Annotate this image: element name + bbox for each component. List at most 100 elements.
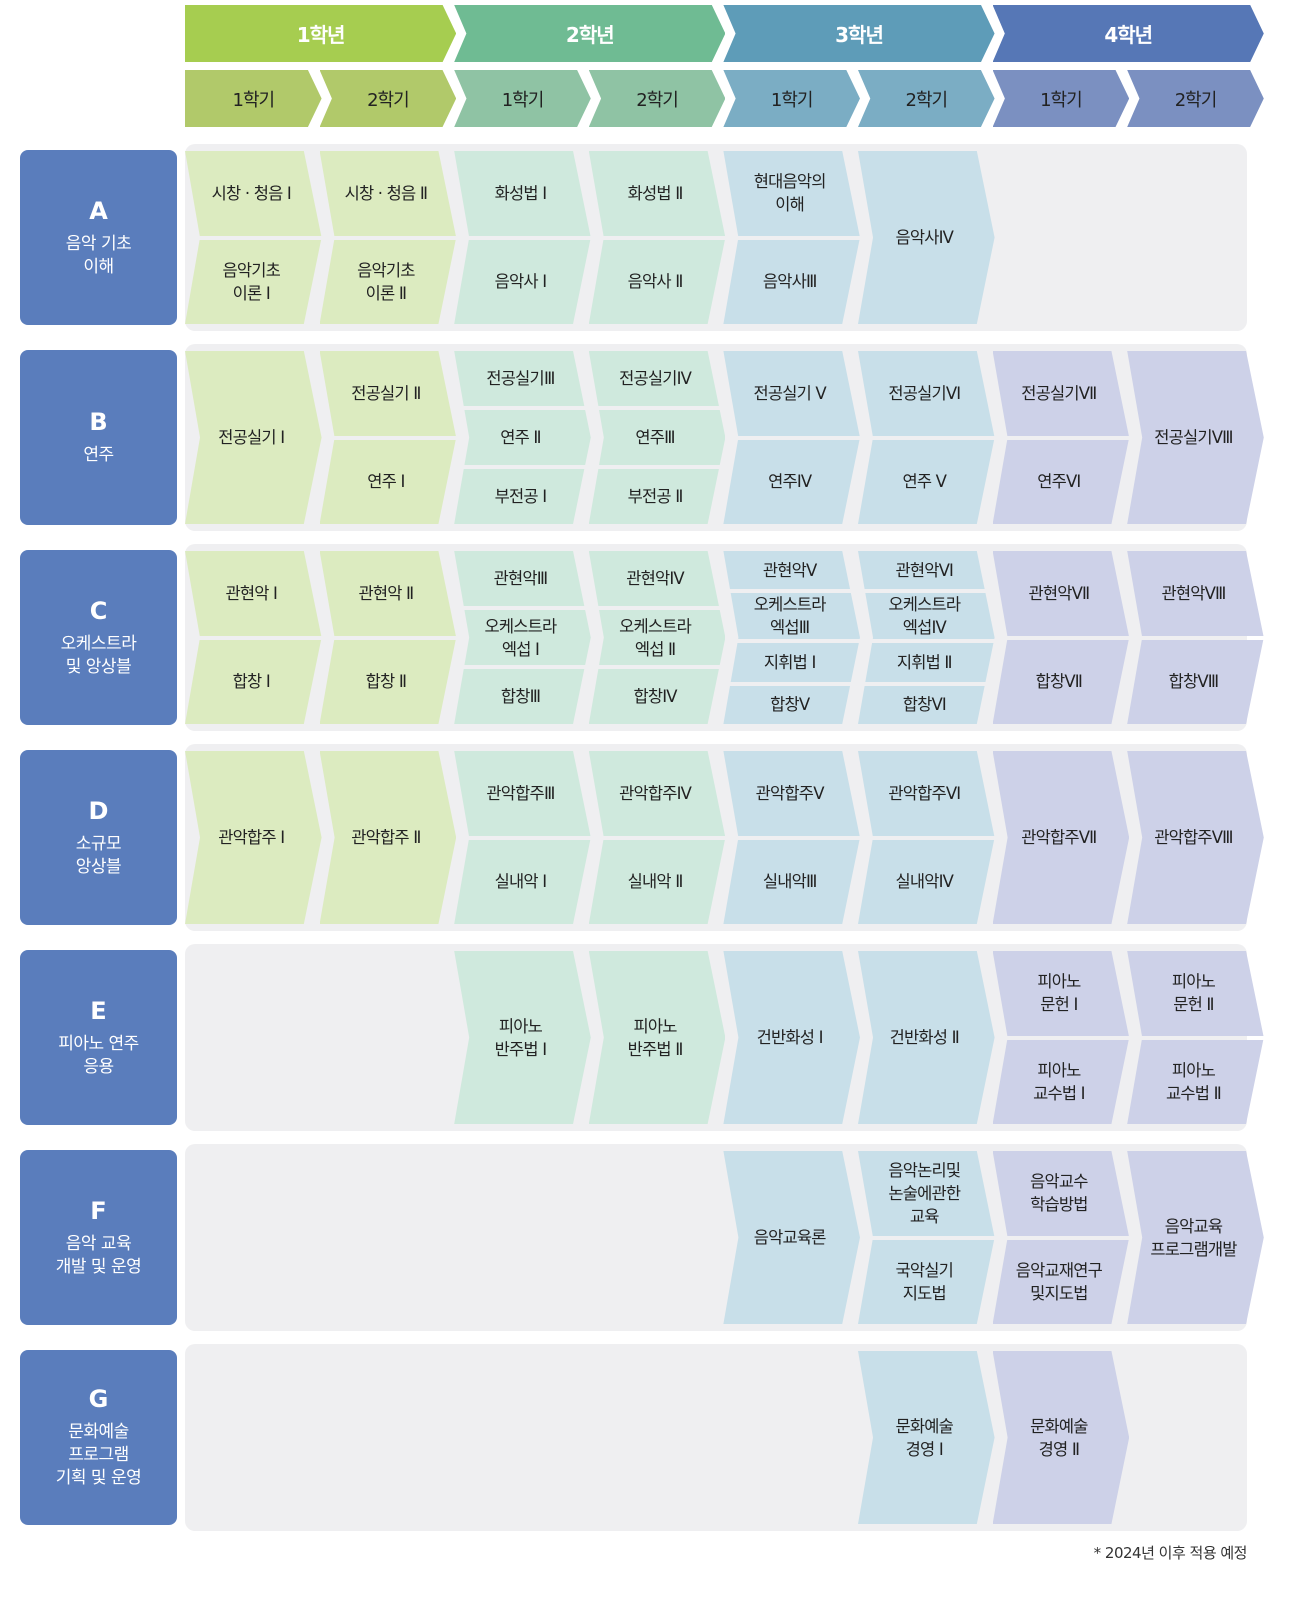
course-cell: 연주Ⅳ: [723, 439, 860, 524]
course-cell: 관악합주Ⅶ: [992, 751, 1130, 924]
course-cell: 음악기초 이론 Ⅰ: [185, 239, 322, 324]
course-column: 음악교육론: [723, 1151, 860, 1324]
course-cell: 연주 Ⅱ: [454, 410, 591, 465]
category-letter: C: [89, 596, 108, 625]
course-column: 시창 · 청음 Ⅱ 음악기초 이론 Ⅱ: [319, 151, 457, 324]
year-header-4: 4학년: [992, 5, 1264, 62]
course-column: 문화예술 경영 Ⅰ: [858, 1351, 995, 1524]
category-box-f: F 음악 교육 개발 및 운영: [20, 1150, 177, 1325]
category-name: 소규모 앙상블: [75, 833, 122, 877]
course-cell: 합창Ⅵ: [858, 685, 995, 724]
course-cell: 합창Ⅳ: [588, 669, 726, 724]
course-cell: 관악합주Ⅲ: [454, 751, 591, 836]
course-cell: 부전공 Ⅱ: [588, 469, 726, 524]
course-cell: 음악교수 학습방법: [992, 1151, 1130, 1236]
course-cell: 부전공 Ⅰ: [454, 469, 591, 524]
course-column: 관악합주 Ⅱ: [319, 751, 457, 924]
course-cell: 문화예술 경영 Ⅰ: [858, 1351, 995, 1524]
course-cell: 오케스트라 엑섭Ⅲ: [723, 593, 860, 640]
course-column: 음악교수 학습방법 음악교재연구 및지도법: [992, 1151, 1130, 1324]
course-cell: 합창Ⅴ: [723, 685, 860, 724]
course-cell: 지휘법 Ⅰ: [723, 643, 860, 682]
course-cell: 건반화성 Ⅰ: [723, 951, 860, 1124]
course-cell: 관현악Ⅳ: [588, 551, 726, 606]
course-column: 관악합주Ⅶ: [992, 751, 1130, 924]
course-column: 시창 · 청음 Ⅰ 음악기초 이론 Ⅰ: [185, 151, 322, 324]
course-cell: 실내악 Ⅱ: [588, 839, 726, 924]
course-column: 음악논리및 논술에관한 교육 국악실기 지도법: [858, 1151, 995, 1324]
course-cell: 음악교재연구 및지도법: [992, 1239, 1130, 1324]
course-column: 화성법 Ⅱ 음악사 Ⅱ: [588, 151, 726, 324]
course-cell: 실내악 Ⅰ: [454, 839, 591, 924]
category-letter: A: [89, 196, 108, 225]
course-cell: 관현악Ⅶ: [992, 551, 1130, 636]
course-column: 관악합주Ⅲ 실내악 Ⅰ: [454, 751, 591, 924]
course-cell: 피아노 반주법 Ⅱ: [588, 951, 726, 1124]
course-column: 건반화성 Ⅱ: [858, 951, 995, 1124]
course-cell: 시창 · 청음 Ⅱ: [319, 151, 457, 236]
course-cell: 음악사 Ⅱ: [588, 239, 726, 324]
year-header-2: 2학년: [454, 5, 726, 62]
course-cell: 연주 Ⅰ: [319, 439, 457, 524]
semester-header: 2학기: [858, 70, 995, 127]
course-column: 건반화성 Ⅰ: [723, 951, 860, 1124]
category-name: 연주: [83, 445, 114, 465]
course-column: 관현악 Ⅰ 합창 Ⅰ: [185, 551, 322, 724]
semester-header: 1학기: [185, 70, 322, 127]
course-column: 관악합주Ⅴ 실내악Ⅲ: [723, 751, 860, 924]
course-column: 전공실기Ⅵ 연주 Ⅴ: [858, 351, 995, 524]
course-cell: 음악교육론: [723, 1151, 860, 1324]
course-cell: 음악사 Ⅰ: [454, 239, 591, 324]
course-cell: 관현악Ⅷ: [1127, 551, 1264, 636]
course-cell: 음악사Ⅳ: [858, 151, 995, 324]
course-cell: 실내악Ⅳ: [858, 839, 995, 924]
course-column: 피아노 문헌 Ⅱ 피아노 교수법 Ⅱ: [1127, 951, 1264, 1124]
course-column: 음악사Ⅳ: [858, 151, 995, 324]
semester-header: 1학기: [723, 70, 860, 127]
course-cell: 피아노 교수법 Ⅰ: [992, 1039, 1130, 1124]
course-column: 전공실기 Ⅰ: [185, 351, 322, 524]
course-column: 관현악Ⅶ 합창Ⅶ: [992, 551, 1130, 724]
category-letter: G: [88, 1385, 109, 1413]
course-cell: 연주Ⅵ: [992, 439, 1130, 524]
course-cell: 관현악Ⅲ: [454, 551, 591, 606]
course-column: 전공실기Ⅷ: [1127, 351, 1264, 524]
course-cell: 피아노 문헌 Ⅱ: [1127, 951, 1264, 1036]
course-cell: 전공실기Ⅶ: [992, 351, 1130, 436]
course-column: 관현악Ⅳ 오케스트라 엑섭 Ⅱ 합창Ⅳ: [588, 551, 726, 724]
course-column: 전공실기 Ⅴ 연주Ⅳ: [723, 351, 860, 524]
course-cell: 음악논리및 논술에관한 교육: [858, 1151, 995, 1236]
course-column: 전공실기Ⅲ 연주 Ⅱ 부전공 Ⅰ: [454, 351, 591, 524]
course-column: 관현악Ⅴ 오케스트라 엑섭Ⅲ 지휘법 Ⅰ 합창Ⅴ: [723, 551, 860, 724]
course-cell: 국악실기 지도법: [858, 1239, 995, 1324]
category-name: 문화예술 프로그램 기획 및 운영: [55, 1422, 142, 1488]
course-column: 관현악 Ⅱ 합창 Ⅱ: [319, 551, 457, 724]
course-column: 관악합주Ⅵ 실내악Ⅳ: [858, 751, 995, 924]
course-cell: 관현악Ⅵ: [858, 551, 995, 590]
course-cell: 관악합주Ⅷ: [1127, 751, 1264, 924]
course-column: 관악합주Ⅳ 실내악 Ⅱ: [588, 751, 726, 924]
course-column: 관현악Ⅷ 합창Ⅷ: [1127, 551, 1264, 724]
course-column: 피아노 문헌 Ⅰ 피아노 교수법 Ⅰ: [992, 951, 1130, 1124]
course-column: 전공실기Ⅶ 연주Ⅵ: [992, 351, 1130, 524]
course-cell: 오케스트라 엑섭 Ⅱ: [588, 610, 726, 665]
course-cell: 음악사Ⅲ: [723, 239, 860, 324]
category-letter: E: [90, 996, 107, 1025]
course-column: 전공실기 Ⅱ 연주 Ⅰ: [319, 351, 457, 524]
course-column: 음악교육 프로그램개발: [1127, 1151, 1264, 1324]
course-cell: 실내악Ⅲ: [723, 839, 860, 924]
semester-header: 2학기: [1127, 70, 1264, 127]
course-cell: 현대음악의 이해: [723, 151, 860, 236]
course-column: 피아노 반주법 Ⅱ: [588, 951, 726, 1124]
course-cell: 합창 Ⅱ: [319, 639, 457, 724]
course-cell: 화성법 Ⅱ: [588, 151, 726, 236]
course-column: 관악합주Ⅷ: [1127, 751, 1264, 924]
category-name: 피아노 연주 응용: [58, 1033, 139, 1077]
course-column: 피아노 반주법 Ⅰ: [454, 951, 591, 1124]
semester-header: 1학기: [992, 70, 1130, 127]
course-cell: 관악합주Ⅵ: [858, 751, 995, 836]
course-cell: 시창 · 청음 Ⅰ: [185, 151, 322, 236]
footnote: * 2024년 이후 적용 예정: [1093, 1544, 1248, 1562]
course-cell: 전공실기Ⅷ: [1127, 351, 1264, 524]
